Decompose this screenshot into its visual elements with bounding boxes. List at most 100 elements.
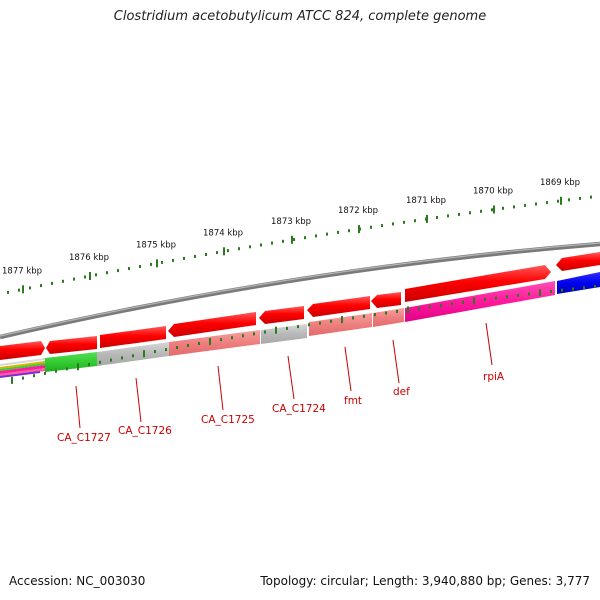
scale-tick [51, 281, 53, 285]
inner-scale-tick [297, 325, 299, 329]
gene-block-pink[interactable] [169, 330, 260, 356]
gene-arrow[interactable] [405, 265, 551, 302]
scale-tick [18, 288, 20, 292]
gene-arrow[interactable] [0, 341, 45, 360]
scale-major-tick [89, 272, 91, 280]
scale-major-tick [291, 235, 293, 244]
scale-major-tick [156, 259, 158, 268]
gene-arrow[interactable] [556, 252, 600, 271]
scale-tick [392, 222, 394, 226]
genome-summary-text: Topology: circular; Length: 3,940,880 bp… [260, 574, 590, 588]
inner-scale-tick [198, 342, 200, 345]
inner-scale-tick [572, 287, 574, 291]
scale-label: 1875 kbp [136, 240, 176, 250]
inner-scale-tick [352, 316, 354, 320]
scale-tick [62, 279, 64, 283]
inner-scale-tick [341, 316, 343, 324]
scale-tick [568, 198, 570, 202]
scale-tick [535, 202, 537, 206]
inner-scale-tick [484, 298, 486, 301]
scale-tick [491, 208, 493, 212]
scale-major-tick [22, 285, 24, 294]
gene-label-fmt: fmt [344, 395, 362, 407]
scale-tick [260, 243, 262, 247]
inner-scale-tick [550, 289, 552, 293]
inner-scale-ticks [11, 285, 596, 384]
scale-tick [282, 239, 284, 243]
scale-tick [84, 275, 86, 279]
inner-scale-tick [561, 288, 563, 292]
scale-tick [238, 247, 240, 251]
gene-block-grey[interactable] [261, 324, 307, 344]
scale-tick [337, 230, 339, 234]
scale-tick [590, 195, 592, 199]
scale-tick [436, 216, 438, 219]
scale-tick [557, 199, 559, 203]
inner-scale-tick [209, 338, 211, 345]
scale-labels: 1877 kbp 1876 kbp 1875 kbp 1874 kbp 1873 kbp… [2, 178, 580, 294]
inner-scale-tick [319, 321, 321, 325]
gene-label-rpiA: rpiA [483, 371, 505, 383]
inner-scale-tick [242, 334, 244, 338]
scale-tick [403, 220, 405, 224]
inner-scale-tick [143, 350, 145, 358]
inner-scale-tick [374, 313, 376, 317]
accession-text: Accession: NC_003030 [9, 574, 146, 588]
scale-label: 1877 kbp [2, 266, 42, 276]
scale-tick [183, 256, 185, 260]
inner-scale-tick [539, 289, 541, 297]
scale-tick [480, 209, 482, 213]
inner-scale-tick [121, 356, 123, 360]
scale-tick [458, 212, 460, 216]
inner-scale-tick [110, 358, 112, 362]
inner-scale-tick [231, 336, 233, 340]
inner-scale-tick [187, 344, 189, 347]
scale-tick [7, 290, 9, 294]
gene-block-pink[interactable] [309, 313, 372, 336]
inner-scale-tick [330, 319, 332, 323]
gene-block-grey[interactable] [97, 342, 169, 366]
map-title: Clostridium acetobutylicum ATCC 824, com… [113, 9, 487, 24]
scale-tick [271, 241, 273, 245]
inner-scale-tick [22, 376, 24, 380]
inner-scale-tick [154, 350, 156, 354]
inner-scale-tick [33, 374, 35, 378]
gene-label-CA_C1727: CA_C1727 [57, 432, 111, 444]
scale-tick [513, 205, 515, 209]
inner-scale-tick [396, 309, 398, 313]
scale-label: 1871 kbp [406, 196, 446, 206]
scale-tick [205, 253, 207, 256]
gene-block-green[interactable] [45, 352, 97, 372]
gene-arrow[interactable] [100, 326, 166, 348]
gene-block-pink[interactable] [373, 308, 404, 327]
scale-major-tick [223, 247, 225, 256]
scale-tick [414, 219, 416, 223]
gene-block-magenta[interactable] [405, 281, 555, 322]
scale-label: 1876 kbp [69, 253, 109, 263]
gene-arrow[interactable] [46, 336, 97, 354]
backbone-ring-highlight [0, 242, 600, 337]
scale-tick [447, 214, 449, 218]
left-edge-features [0, 358, 45, 378]
gene-arrow[interactable] [307, 296, 370, 317]
gene-arrow[interactable] [259, 306, 304, 324]
inner-scale-tick [99, 360, 101, 364]
gene-arrow[interactable] [371, 292, 401, 308]
inner-scale-tick [440, 303, 442, 307]
inner-scale-tick [264, 330, 266, 334]
scale-tick [194, 254, 196, 258]
inner-scale-tick [220, 338, 222, 342]
scale-tick [293, 238, 295, 241]
scale-tick [381, 224, 383, 228]
inner-scale-tick [451, 302, 453, 306]
scale-tick [117, 269, 119, 273]
inner-scale-tick [583, 286, 585, 290]
gene-block-blue[interactable] [557, 272, 600, 294]
inner-scale-tick [44, 371, 46, 375]
scale-label: 1873 kbp [271, 217, 311, 227]
gene-arrow[interactable] [168, 312, 256, 337]
scale-major-tick [426, 214, 428, 223]
scale-tick [29, 286, 31, 290]
gene-label-CA_C1724: CA_C1724 [272, 403, 326, 415]
